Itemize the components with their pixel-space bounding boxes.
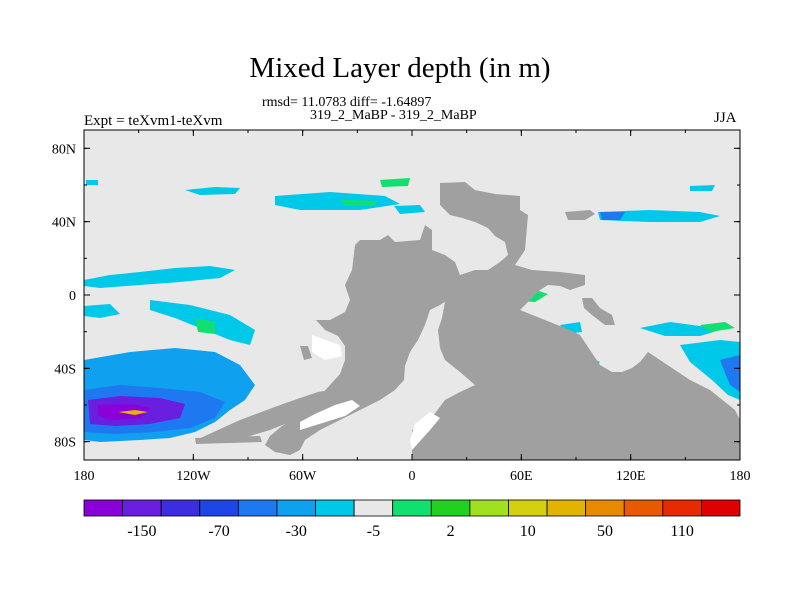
south-pacific-east-band — [680, 340, 740, 400]
colorbar-label: -30 — [286, 523, 307, 540]
colorbar-swatch — [353, 499, 394, 517]
colorbar-swatch — [83, 499, 123, 517]
land-antarctica — [196, 390, 345, 442]
colorbar-label: 2 — [447, 523, 455, 540]
land-americas — [265, 225, 460, 455]
land-island-small — [300, 346, 312, 360]
x-tick-label: 60W — [289, 469, 317, 484]
land-eurasia-africa — [412, 182, 740, 460]
colorbar-swatch — [585, 499, 625, 517]
colorbar-swatch — [392, 499, 432, 517]
colorbar-swatch — [508, 499, 548, 517]
axes: 180 120W 60W 0 60E 120E 180 80N 40N 0 40S 80S — [52, 130, 751, 484]
colorbar-swatch — [237, 499, 278, 517]
colorbar-label: 110 — [670, 523, 693, 540]
green-streak-east — [700, 322, 735, 332]
coast-white-1 — [300, 400, 360, 430]
south-indian-cyan — [640, 322, 720, 336]
x-tick-label: 180 — [730, 469, 751, 484]
land-strip-south — [195, 436, 262, 444]
y-tick-label: 80S — [54, 436, 76, 451]
field-anomalies — [84, 178, 740, 442]
y-tick-label: 40S — [54, 362, 76, 377]
north-east-band — [598, 210, 720, 222]
north-atlantic-band — [185, 187, 240, 195]
colorbar-swatch — [469, 499, 509, 517]
colorbar-swatch — [199, 499, 239, 517]
x-tick-label: 0 — [409, 469, 416, 484]
x-tick-label: 180 — [74, 469, 95, 484]
x-tick-label: 120W — [176, 469, 211, 484]
y-tick-label: 80N — [52, 142, 76, 157]
coast-white-3 — [312, 335, 342, 360]
colorbar: -150 -70 -30 -5 2 10 50 110 — [83, 499, 741, 540]
colorbar-swatch — [546, 499, 587, 517]
chart-title: Mixed Layer depth (in m) — [249, 52, 551, 84]
land-island-east — [582, 298, 615, 325]
positive-anomaly-spot — [118, 410, 148, 415]
coast-white-2 — [410, 412, 440, 450]
land-mask — [195, 182, 740, 460]
pacific-cyan-patch — [84, 304, 120, 318]
colorbar-label: 10 — [520, 523, 536, 540]
colorbar-swatch — [662, 499, 702, 517]
y-tick-label: 0 — [69, 289, 76, 304]
colorbar-label: -70 — [208, 523, 229, 540]
x-tick-label: 60E — [510, 469, 533, 484]
experiment-label: Expt = teXvm1-teXvm — [84, 113, 223, 129]
south-pacific-east-blue — [720, 355, 740, 392]
north-pacific-cyan — [394, 205, 425, 214]
colorbar-swatch — [315, 499, 355, 517]
colorbar-swatch — [122, 499, 162, 517]
colorbar-label: -5 — [367, 523, 380, 540]
colorbar-label: -150 — [127, 523, 156, 540]
north-pacific-green — [340, 200, 380, 206]
colorbar-swatch — [701, 499, 741, 517]
pacific-cyan-band-1 — [84, 266, 235, 288]
coastal-zones — [300, 335, 440, 450]
north-green-patch — [380, 178, 410, 187]
season-label: JJA — [714, 110, 737, 126]
colorbar-swatch — [623, 499, 664, 517]
colorbar-swatch — [430, 499, 471, 517]
arctic-blue-patch — [86, 180, 98, 185]
y-tick-label: 40N — [52, 216, 76, 231]
stats-subtitle: rmsd= 11.0783 diff= -1.64897 — [262, 95, 432, 110]
arctic-cyan-band — [690, 185, 715, 191]
north-east-blue — [600, 212, 625, 220]
x-tick-label: 120E — [616, 469, 646, 484]
cases-subtitle: 319_2_MaBP - 319_2_MaBP — [310, 108, 477, 123]
colorbar-swatch — [160, 499, 201, 517]
pacific-green-patch — [195, 318, 215, 334]
colorbar-label: 50 — [597, 523, 613, 540]
land-asia-northeast — [565, 210, 595, 220]
colorbar-swatch — [276, 499, 316, 517]
